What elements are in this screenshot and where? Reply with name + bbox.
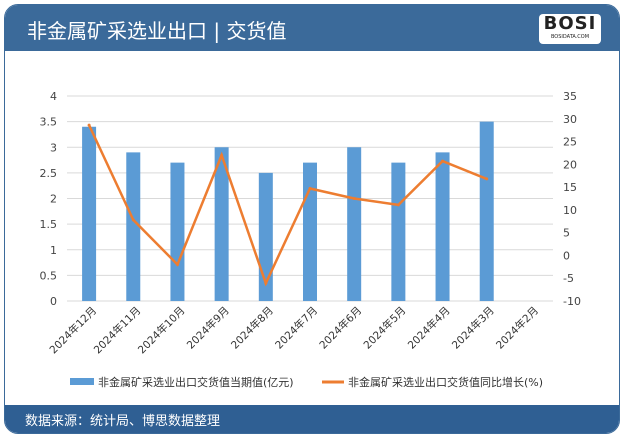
- line-point: [131, 218, 135, 222]
- line-point: [485, 177, 489, 181]
- bar: [214, 147, 229, 301]
- left-tick-label: 2.5: [40, 167, 58, 180]
- x-tick-label: 2024年7月: [272, 304, 320, 352]
- x-tick-label: 2024年3月: [449, 304, 497, 352]
- legend-bar-label: 非金属矿采选业出口交货值当期值(亿元): [98, 375, 294, 389]
- series-line: [87, 124, 488, 287]
- legend-bar-swatch: [70, 378, 94, 385]
- x-tick-label: 2024年2月: [493, 304, 541, 352]
- x-tick-label: 2024年9月: [184, 304, 232, 352]
- left-tick-label: 4: [50, 90, 57, 103]
- x-tick-label: 2024年8月: [228, 304, 276, 352]
- line-point: [308, 186, 312, 190]
- right-tick-label: 0: [563, 249, 570, 262]
- logo-text: BOSI: [543, 13, 597, 34]
- bar: [303, 162, 317, 301]
- chart-card: 非金属矿采选业出口 | 交货值 BOSI BOSIDATA.COM 数据来源：统…: [4, 4, 620, 434]
- left-tick-label: 0.5: [40, 269, 58, 282]
- bosi-logo: BOSI BOSIDATA.COM: [539, 14, 601, 44]
- bar: [347, 147, 362, 301]
- x-tick-label: 2024年5月: [361, 304, 409, 352]
- right-tick-label: -10: [563, 295, 581, 308]
- right-tick-label: 5: [563, 227, 570, 240]
- left-tick-label: 0: [50, 295, 57, 308]
- right-tick-label: 25: [563, 136, 577, 149]
- line-point: [87, 123, 91, 127]
- x-tick-label: 2024年4月: [405, 304, 453, 352]
- data-source: 数据来源：统计局、博思数据整理: [25, 414, 221, 429]
- left-tick-label: 1.5: [40, 218, 58, 231]
- left-tick-label: 3: [50, 141, 57, 154]
- line-point: [175, 263, 179, 267]
- bar: [170, 162, 185, 301]
- bar: [479, 121, 494, 301]
- bar: [126, 152, 141, 301]
- right-tick-label: 15: [563, 181, 577, 194]
- logo-subtext: BOSIDATA.COM: [550, 34, 590, 40]
- line-point: [441, 159, 445, 163]
- line-point: [352, 197, 356, 200]
- right-tick-label: 35: [563, 90, 577, 103]
- x-tick-label: 2024年10月: [135, 304, 187, 356]
- left-tick-label: 1: [50, 244, 57, 257]
- bar: [391, 162, 406, 301]
- x-tick-label: 2024年6月: [317, 304, 365, 352]
- line-point: [264, 281, 268, 285]
- right-tick-label: 10: [563, 204, 577, 217]
- right-tick-label: 20: [563, 158, 577, 171]
- line-point: [396, 203, 400, 207]
- right-tick-label: 30: [563, 113, 577, 126]
- left-tick-label: 3.5: [40, 116, 58, 129]
- bar: [435, 152, 450, 301]
- page-title: 非金属矿采选业出口 | 交货值: [27, 19, 287, 43]
- right-tick-label: -5: [563, 272, 574, 285]
- bar: [258, 172, 273, 301]
- line-point: [220, 153, 224, 157]
- footer-bar: 数据来源：统计局、博思数据整理: [5, 405, 619, 433]
- header-bar: 非金属矿采选业出口 | 交货值 BOSI BOSIDATA.COM: [5, 5, 619, 51]
- left-tick-label: 2: [50, 193, 57, 206]
- legend-line-label: 非金属矿采选业出口交货值同比增长(%): [348, 375, 543, 389]
- bar: [82, 126, 97, 301]
